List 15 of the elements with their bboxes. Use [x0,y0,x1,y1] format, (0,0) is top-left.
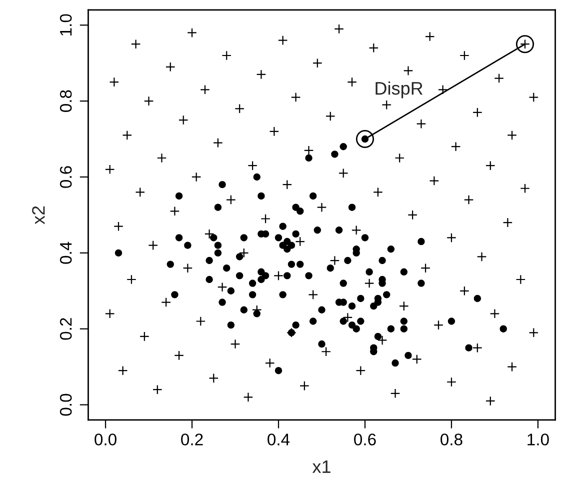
y-axis-title: x2 [32,206,45,224]
x-tick-label: 0.2 [181,434,203,446]
y-tick-label: 0.6 [60,166,72,188]
y-tick-label: 0.0 [60,394,72,416]
y-tick-label: 0.4 [60,242,72,264]
x-tick-label: 0.6 [354,434,376,446]
x-axis-title: x1 [312,460,330,473]
y-tick-label: 0.2 [60,318,72,340]
annotation: DispR [376,81,423,98]
y-tick-label: 1.0 [60,14,72,36]
x-tick-label: 1.0 [528,434,549,446]
y-tick-label: 0.8 [60,90,72,112]
x-tick-label: 0.4 [268,434,290,446]
x-tick-label: 0.0 [94,434,116,446]
x-tick-label: 0.8 [440,434,462,446]
